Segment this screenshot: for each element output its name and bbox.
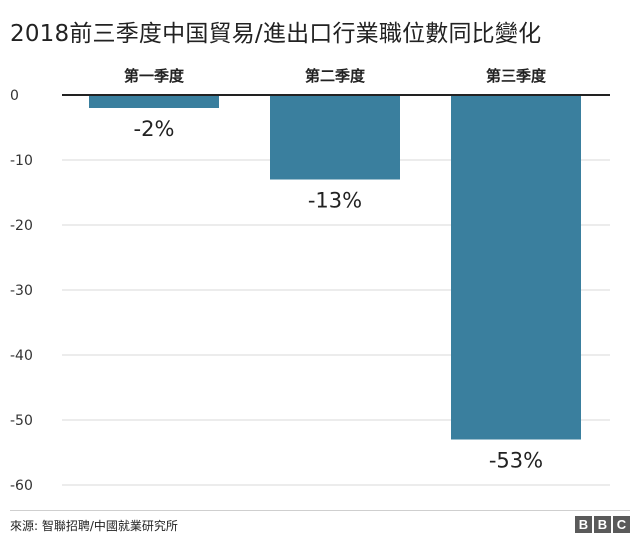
y-tick-label: 0 bbox=[10, 88, 19, 104]
bbc-logo-letter: B bbox=[575, 516, 592, 533]
data-label: -53% bbox=[489, 449, 543, 473]
y-tick-label: -60 bbox=[10, 478, 33, 494]
category-label: 第三季度 bbox=[486, 67, 547, 85]
y-tick-label: -10 bbox=[10, 153, 33, 169]
y-tick-label: -40 bbox=[10, 348, 33, 364]
footer-divider bbox=[10, 510, 630, 511]
bbc-logo-letter: B bbox=[594, 516, 611, 533]
data-label: -2% bbox=[134, 117, 175, 141]
bar bbox=[89, 95, 219, 108]
category-label: 第一季度 bbox=[124, 67, 185, 85]
y-tick-label: -20 bbox=[10, 218, 33, 234]
bar bbox=[270, 95, 400, 180]
category-label: 第二季度 bbox=[305, 67, 366, 85]
chart-title: 2018前三季度中国貿易/進出口行業職位數同比變化 bbox=[10, 21, 542, 47]
y-tick-label: -50 bbox=[10, 413, 33, 429]
y-tick-label: -30 bbox=[10, 283, 33, 299]
source-note: 來源: 智聯招聘/中國就業研究所 bbox=[10, 519, 178, 533]
bar bbox=[451, 95, 581, 440]
data-label: -13% bbox=[308, 189, 362, 213]
bbc-logo: B B C bbox=[575, 516, 630, 533]
bbc-logo-letter: C bbox=[613, 516, 630, 533]
